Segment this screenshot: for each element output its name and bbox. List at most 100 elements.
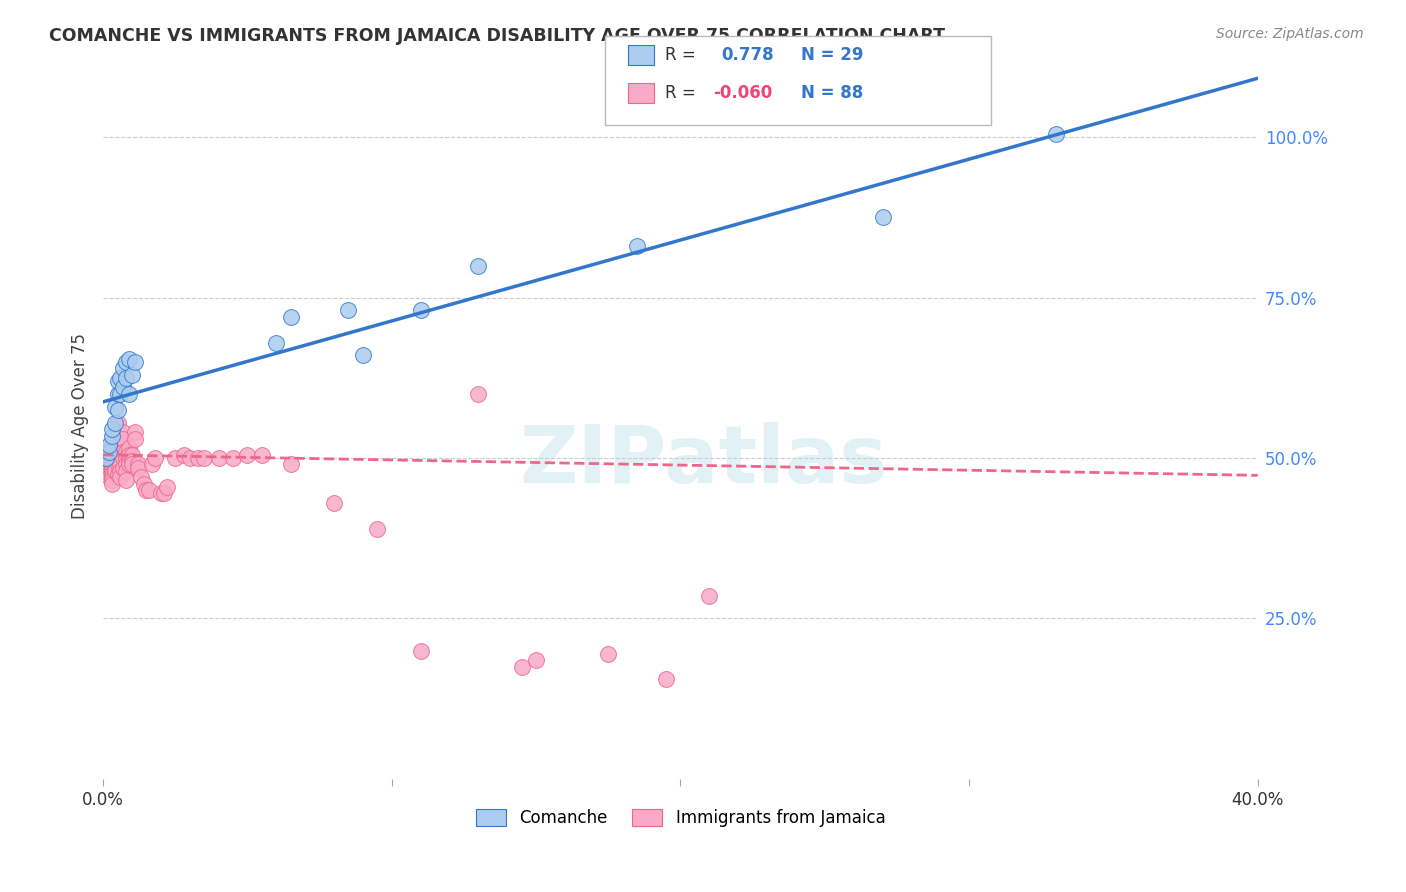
Point xyxy=(626,239,648,253)
Point xyxy=(143,450,166,465)
Text: R =: R = xyxy=(665,84,696,102)
Point xyxy=(107,425,129,440)
Point xyxy=(697,589,720,603)
Point xyxy=(104,460,127,475)
Point xyxy=(94,450,117,465)
Point xyxy=(101,460,124,475)
Point xyxy=(101,470,124,484)
Point xyxy=(121,454,143,468)
Point xyxy=(655,673,678,687)
Point xyxy=(110,448,132,462)
Point xyxy=(409,643,432,657)
Point xyxy=(112,425,135,440)
Point xyxy=(94,450,117,465)
Point xyxy=(110,458,132,472)
Point xyxy=(110,470,132,484)
Point xyxy=(207,450,229,465)
Point xyxy=(173,448,195,462)
Point xyxy=(409,303,432,318)
Point xyxy=(115,458,138,472)
Point xyxy=(121,368,143,382)
Point xyxy=(107,403,129,417)
Point xyxy=(104,448,127,462)
Text: Source: ZipAtlas.com: Source: ZipAtlas.com xyxy=(1216,27,1364,41)
Point xyxy=(112,361,135,376)
Point xyxy=(121,458,143,472)
Text: N = 88: N = 88 xyxy=(801,84,863,102)
Point xyxy=(97,458,120,472)
Point xyxy=(104,458,127,472)
Point xyxy=(104,444,127,458)
Point xyxy=(152,486,174,500)
Point xyxy=(872,211,894,225)
Point xyxy=(135,483,157,497)
Text: 0.778: 0.778 xyxy=(721,46,773,64)
Point xyxy=(107,374,129,388)
Point xyxy=(101,467,124,481)
Point xyxy=(107,450,129,465)
Point xyxy=(115,474,138,488)
Point xyxy=(266,335,288,350)
Point xyxy=(110,454,132,468)
Point xyxy=(112,444,135,458)
Point xyxy=(510,659,533,673)
Point xyxy=(250,448,273,462)
Point xyxy=(156,480,179,494)
Point xyxy=(97,464,120,478)
Point xyxy=(149,486,172,500)
Y-axis label: Disability Age Over 75: Disability Age Over 75 xyxy=(72,333,89,519)
Point xyxy=(193,450,215,465)
Point xyxy=(118,351,141,366)
Point xyxy=(110,387,132,401)
Point xyxy=(598,647,620,661)
Point xyxy=(467,259,489,273)
Text: -0.060: -0.060 xyxy=(713,84,772,102)
Point xyxy=(107,416,129,430)
Point xyxy=(94,464,117,478)
Point xyxy=(101,444,124,458)
Point xyxy=(97,444,120,458)
Point xyxy=(104,464,127,478)
Point xyxy=(101,476,124,491)
Point xyxy=(280,458,302,472)
Point xyxy=(124,425,146,440)
Point xyxy=(352,348,374,362)
Point xyxy=(107,448,129,462)
Point xyxy=(366,522,388,536)
Point xyxy=(280,310,302,324)
Point xyxy=(127,460,149,475)
Point xyxy=(97,454,120,468)
Point xyxy=(104,416,127,430)
Point xyxy=(104,454,127,468)
Point xyxy=(101,422,124,436)
Point xyxy=(107,387,129,401)
Point xyxy=(138,483,160,497)
Point xyxy=(127,458,149,472)
Point xyxy=(524,653,547,667)
Point xyxy=(94,442,117,456)
Point xyxy=(129,470,152,484)
Point xyxy=(118,454,141,468)
Point xyxy=(101,474,124,488)
Point xyxy=(222,450,245,465)
Point xyxy=(97,438,120,452)
Point xyxy=(323,496,346,510)
Point xyxy=(1045,127,1067,141)
Point xyxy=(101,428,124,442)
Point xyxy=(107,458,129,472)
Point xyxy=(124,432,146,446)
Point xyxy=(141,458,163,472)
Point xyxy=(97,448,120,462)
Point xyxy=(112,450,135,465)
Point xyxy=(115,450,138,465)
Point xyxy=(101,448,124,462)
Point xyxy=(110,371,132,385)
Point xyxy=(132,476,155,491)
Point xyxy=(97,460,120,475)
Point xyxy=(337,303,360,318)
Point xyxy=(101,454,124,468)
Point xyxy=(97,470,120,484)
Point xyxy=(118,448,141,462)
Text: N = 29: N = 29 xyxy=(801,46,863,64)
Point xyxy=(104,400,127,414)
